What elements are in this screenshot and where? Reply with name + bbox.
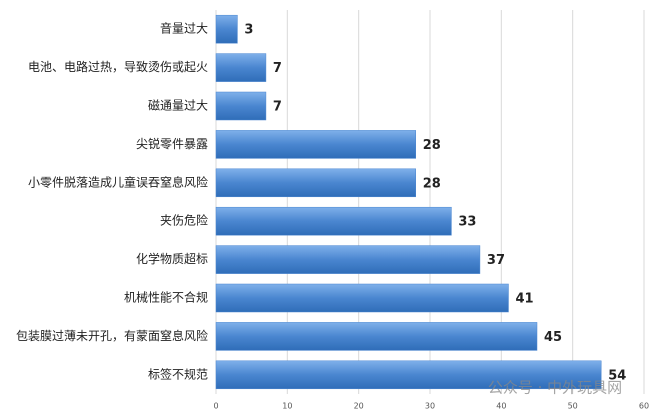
y-tick-label: 标签不规范 (148, 366, 208, 381)
bar (215, 322, 538, 351)
data-label: 37 (487, 253, 505, 268)
bar (215, 130, 416, 159)
y-tick-label: 电池、电路过热，导致烫伤或起火 (28, 59, 208, 74)
data-label: 28 (423, 176, 441, 191)
y-tick-label: 包装膜过薄未开孔，有蒙面窒息风险 (16, 328, 208, 343)
x-tick-label: 30 (425, 402, 435, 411)
x-tick-label: 40 (496, 402, 506, 411)
bar (215, 283, 509, 313)
y-tick-label: 化学物质超标 (136, 251, 208, 266)
data-label: 28 (423, 138, 441, 153)
data-label: 7 (273, 100, 282, 115)
y-tick-label: 磁通量过大 (148, 98, 208, 113)
bar (215, 91, 267, 121)
data-label: 7 (273, 61, 282, 76)
bar (215, 206, 452, 236)
bar (215, 14, 238, 44)
x-tick-label: 50 (568, 402, 578, 411)
x-tick-label: 0 (213, 402, 218, 411)
data-label: 54 (608, 368, 626, 383)
y-tick-label: 尖锐零件暴露 (136, 137, 208, 151)
bar (215, 245, 481, 274)
bar (215, 53, 267, 82)
data-label: 33 (458, 215, 476, 230)
x-tick-label: 20 (354, 402, 364, 411)
data-label: 45 (544, 330, 562, 345)
data-label: 41 (515, 292, 533, 307)
y-tick-label: 小零件脱落造成儿童误吞窒息风险 (28, 174, 208, 189)
watermark: 公众号 · 中外玩具网 (488, 379, 622, 397)
x-tick-label: 10 (282, 402, 292, 411)
y-tick-label: 机械性能不合规 (124, 290, 208, 305)
bar (215, 360, 602, 390)
x-tick-label: 60 (639, 402, 649, 411)
bars: 音量过大 3 电池、电路过热，导致烫伤或起火 7 磁通量过大 7 尖锐零件暴露 28 小零件脱落… (16, 14, 626, 390)
y-tick-label: 夹伤危险 (160, 213, 208, 228)
data-label: 3 (244, 23, 253, 38)
bar (215, 168, 416, 198)
y-tick-label: 音量过大 (160, 21, 208, 36)
